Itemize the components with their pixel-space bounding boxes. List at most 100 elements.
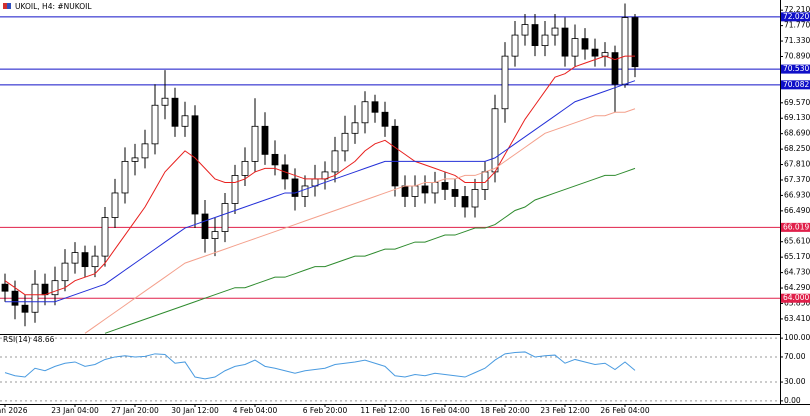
y-tick-label: 66.490	[784, 206, 810, 215]
moving-average	[5, 80, 636, 303]
y-tick-label: 72.210	[784, 5, 810, 14]
y-tick-label: 71.330	[784, 36, 810, 45]
candle-body	[471, 189, 479, 208]
level-label-box	[781, 64, 810, 74]
candle-body	[491, 108, 499, 173]
candle-body	[531, 24, 539, 47]
candle-body	[411, 185, 419, 197]
candle-body	[51, 280, 59, 296]
x-tick-label: 18 Feb 20:00	[480, 406, 529, 415]
candle-body	[231, 175, 239, 204]
candle-body	[561, 27, 569, 57]
candle-body	[71, 252, 79, 264]
level-label-box	[781, 12, 810, 22]
x-tick-label: 30 Jan 12:00	[171, 406, 219, 415]
y-tick-label: 63.410	[784, 314, 810, 323]
candle-body	[441, 182, 449, 190]
candle-body	[431, 182, 439, 194]
symbol-icon	[7, 3, 11, 9]
rsi-line	[4, 351, 636, 380]
candle-body	[241, 160, 249, 176]
candle-body	[591, 48, 599, 57]
x-tick-label: 6 Feb 20:00	[303, 406, 348, 415]
x-tick-label: 20 Jan 2026	[0, 406, 28, 415]
y-tick-label: 30.00	[784, 377, 806, 386]
candle-body	[101, 217, 109, 257]
candle-body	[391, 125, 399, 187]
level-label: 70.082	[783, 80, 809, 89]
candle-body	[521, 24, 529, 36]
x-tick-label: 11 Feb 12:00	[360, 406, 409, 415]
candle-body	[111, 192, 119, 218]
y-tick-label: 67.810	[784, 160, 810, 169]
x-tick-label: 4 Feb 04:00	[233, 406, 278, 415]
candle-body	[371, 101, 379, 113]
candle-body	[421, 185, 429, 194]
candle-body	[541, 34, 549, 47]
x-tick-label: 27 Jan 20:00	[111, 406, 159, 415]
candle-body	[271, 153, 279, 166]
candle-body	[361, 101, 369, 124]
level-label-box	[781, 293, 810, 303]
candle-body	[631, 17, 639, 68]
y-tick-label: 65.610	[784, 237, 810, 246]
candle-body	[1, 283, 9, 292]
rsi-title: RSI(14) 48.66	[3, 335, 55, 344]
candle-body	[41, 283, 49, 296]
candle-body	[161, 97, 169, 106]
candle-body	[11, 290, 19, 306]
candle-body	[31, 283, 39, 313]
x-tick-label: 23 Feb 12:00	[540, 406, 589, 415]
candle-body	[81, 252, 89, 268]
y-tick-label: 0.00	[784, 396, 801, 405]
x-tick-label: 26 Feb 04:00	[600, 406, 649, 415]
y-tick-label: 64.290	[784, 283, 810, 292]
moving-average	[4, 55, 635, 296]
candle-body	[181, 115, 189, 127]
chart-title: UKOIL, H4: #NUKOIL	[15, 2, 92, 11]
y-tick-label: 69.570	[784, 98, 810, 107]
y-tick-label: 63.850	[784, 298, 810, 307]
candle-body	[621, 17, 629, 85]
y-tick-label: 100.00	[784, 333, 810, 342]
candle-body	[401, 185, 409, 197]
y-tick-label: 68.690	[784, 129, 810, 138]
y-tick-label: 67.370	[784, 175, 810, 184]
candle-body	[291, 178, 299, 197]
candle-body	[131, 157, 139, 162]
y-tick-label: 69.130	[784, 113, 810, 122]
candle-body	[221, 203, 229, 232]
candle-body	[551, 27, 559, 36]
candle-body	[21, 304, 29, 313]
y-tick-label: 70.890	[784, 51, 810, 60]
moving-average	[84, 108, 636, 334]
y-tick-label: 64.730	[784, 268, 810, 277]
candle-body	[171, 97, 179, 127]
y-tick-label: 71.770	[784, 21, 810, 30]
y-tick-label: 66.930	[784, 190, 810, 199]
candle-body	[461, 196, 469, 208]
candle-body	[211, 231, 219, 239]
candle-body	[571, 38, 579, 57]
candle-body	[301, 185, 309, 197]
y-tick-label: 65.170	[784, 252, 810, 261]
candle-body	[581, 38, 589, 50]
level-label-box	[781, 80, 810, 90]
symbol-icon	[3, 3, 7, 9]
candle-body	[511, 34, 519, 57]
y-tick-label: 70.00	[784, 352, 806, 361]
candle-body	[61, 262, 69, 282]
candle-body	[191, 115, 199, 215]
candle-body	[451, 189, 459, 197]
candle-body	[251, 125, 259, 162]
x-tick-label: 23 Jan 04:00	[51, 406, 99, 415]
candle-body	[331, 150, 339, 173]
candle-body	[91, 255, 99, 268]
candle-body	[261, 125, 269, 155]
candle-body	[381, 111, 389, 127]
candle-body	[341, 132, 349, 152]
moving-average	[104, 167, 636, 334]
candle-body	[151, 104, 159, 145]
x-tick-label: 16 Feb 04:00	[420, 406, 469, 415]
